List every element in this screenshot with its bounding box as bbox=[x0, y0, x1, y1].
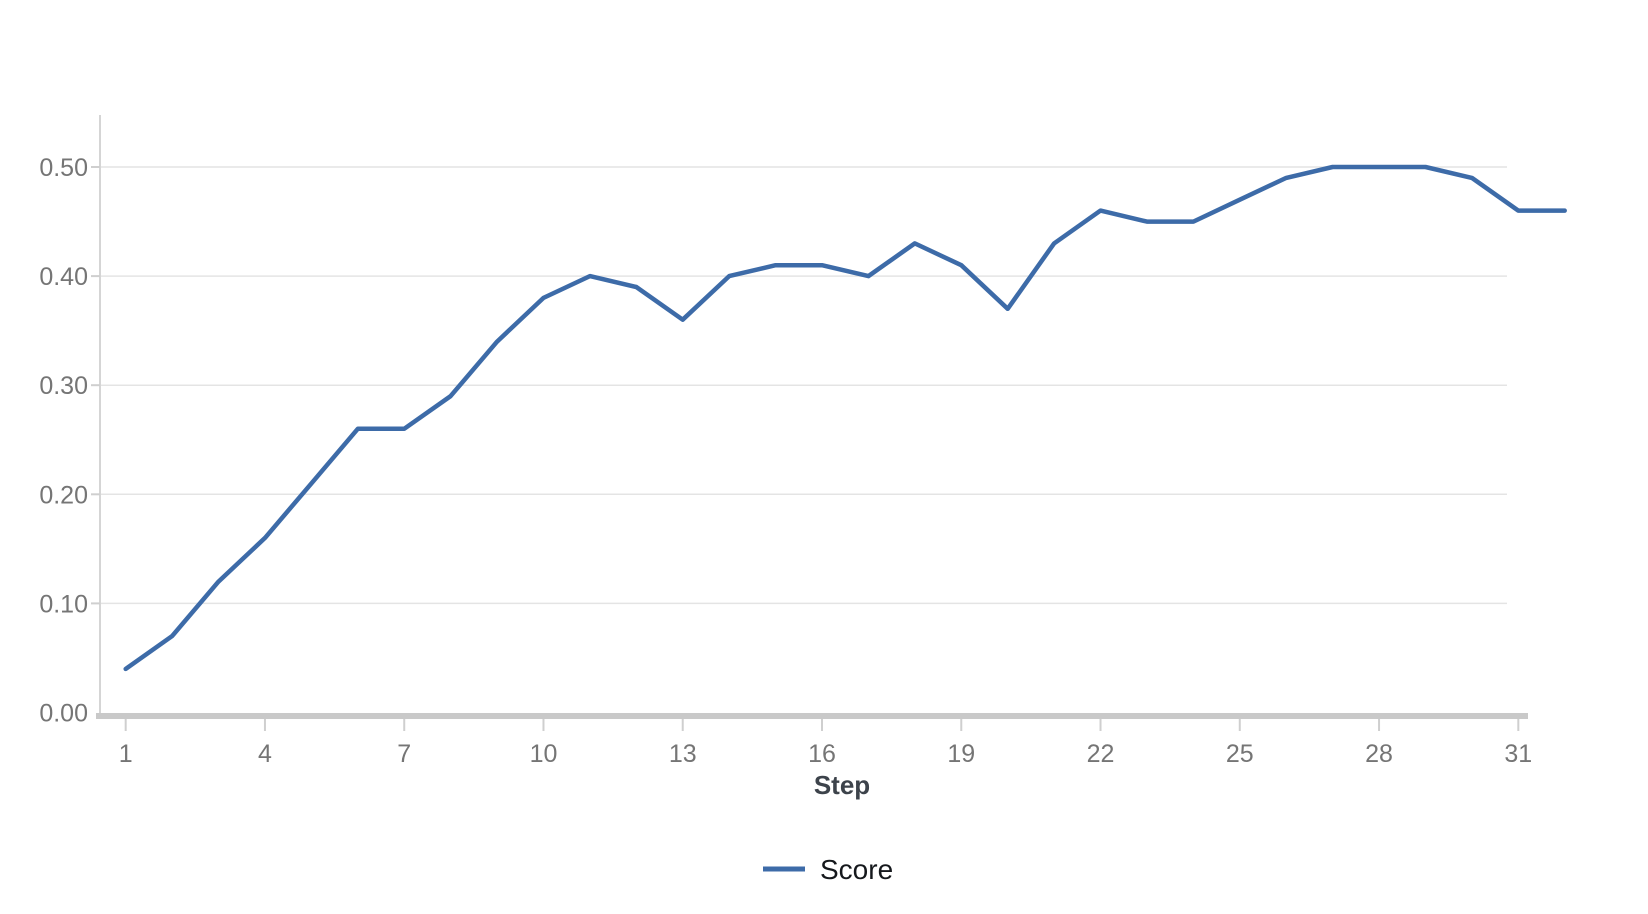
x-tick-label: 19 bbox=[947, 740, 975, 768]
x-tick-label: 22 bbox=[1087, 740, 1115, 768]
x-axis-baseline bbox=[96, 713, 1528, 719]
y-tick-label: 0.10 bbox=[39, 590, 88, 618]
y-tick-label: 0.40 bbox=[39, 263, 88, 291]
y-tick-label: 0.50 bbox=[39, 154, 88, 182]
score-line bbox=[123, 164, 1567, 672]
x-axis-ticks: 1 4 7 10 13 16 19 22 25 28 31 bbox=[119, 719, 1532, 768]
y-axis-ticks: 0.00 0.10 0.20 0.30 0.40 0.50 bbox=[39, 154, 100, 728]
x-tick-label: 28 bbox=[1365, 740, 1393, 768]
legend-label: Score bbox=[820, 854, 893, 885]
legend-item-score[interactable]: Score bbox=[763, 854, 893, 885]
gridlines bbox=[100, 166, 1507, 605]
y-tick-label: 0.00 bbox=[39, 700, 88, 728]
x-tick-label: 13 bbox=[669, 740, 697, 768]
x-tick-label: 16 bbox=[808, 740, 836, 768]
x-tick-label: 7 bbox=[397, 740, 411, 768]
x-tick-label: 4 bbox=[258, 740, 272, 768]
x-tick-label: 10 bbox=[530, 740, 558, 768]
x-axis-title: Step bbox=[814, 770, 870, 800]
x-tick-label: 25 bbox=[1226, 740, 1254, 768]
y-tick-label: 0.20 bbox=[39, 481, 88, 509]
y-tick-label: 0.30 bbox=[39, 372, 88, 400]
x-tick-label: 31 bbox=[1504, 740, 1532, 768]
legend: Score bbox=[763, 854, 893, 885]
x-tick-label: 1 bbox=[119, 740, 133, 768]
